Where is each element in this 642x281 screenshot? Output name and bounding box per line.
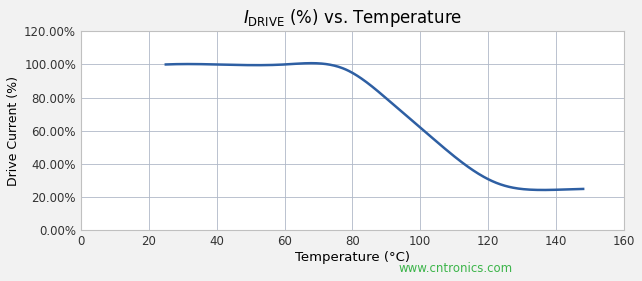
Text: www.cntronics.com: www.cntronics.com xyxy=(398,262,512,275)
Title: $I_{\mathrm{DRIVE}}$ (%) vs. Temperature: $I_{\mathrm{DRIVE}}$ (%) vs. Temperature xyxy=(243,7,462,29)
X-axis label: Temperature (°C): Temperature (°C) xyxy=(295,251,410,264)
Y-axis label: Drive Current (%): Drive Current (%) xyxy=(7,76,20,186)
